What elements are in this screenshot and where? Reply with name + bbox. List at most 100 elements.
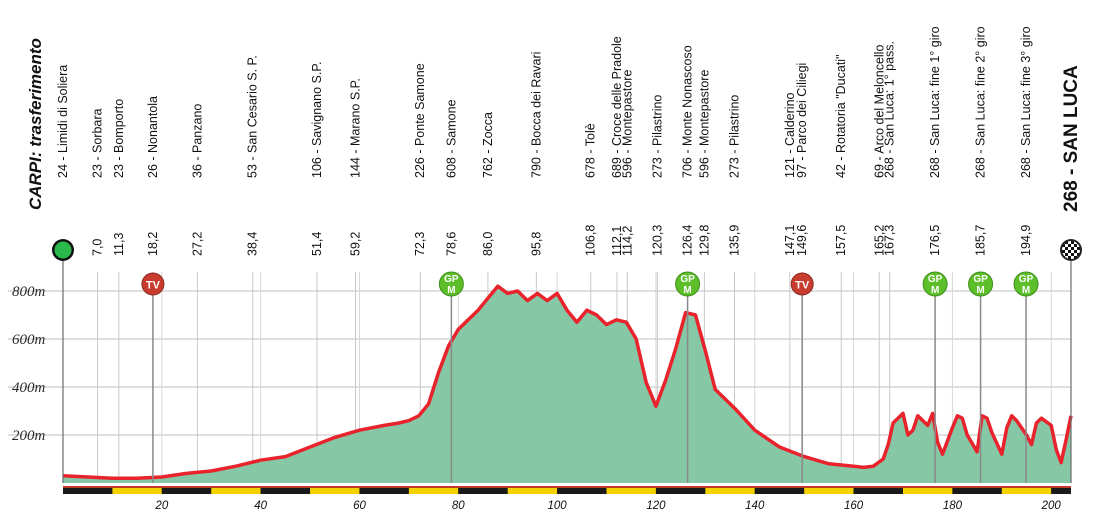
- check-cell: [1077, 250, 1080, 253]
- x-tick-label: 140: [745, 500, 765, 512]
- km-bar-segment: [853, 486, 903, 494]
- waypoint-km: 11,3: [112, 233, 126, 256]
- km-bar-segment: [359, 486, 409, 494]
- check-cell: [1065, 256, 1068, 259]
- x-tick-label: 40: [254, 500, 267, 512]
- check-cell: [1062, 244, 1065, 247]
- check-cell: [1062, 253, 1065, 256]
- waypoint-km: 51,4: [310, 232, 324, 256]
- y-tick-label: 800m: [12, 284, 46, 300]
- waypoint-km: 185,7: [974, 225, 988, 256]
- waypoint-km: 157,5: [834, 225, 848, 256]
- start-finish: CARPI: trasferimento 268 - SAN LUCA: [26, 38, 1082, 483]
- x-tick-label: 200: [1041, 500, 1062, 512]
- waypoint-km: 72,3: [413, 232, 427, 256]
- waypoint-name: 608 - Samone: [444, 99, 458, 178]
- check-cell: [1077, 253, 1080, 256]
- check-cell: [1065, 241, 1068, 244]
- waypoint-name: 69 - Arco del Meloncello: [872, 45, 886, 178]
- waypoint-km: 176,5: [928, 225, 942, 256]
- waypoint-km: 129,8: [697, 225, 711, 256]
- km-bar-segment: [804, 486, 854, 494]
- tv-badge-label: TV: [795, 280, 810, 292]
- gpm-badge-top: GP: [973, 274, 988, 285]
- km-bar-segment: [557, 486, 607, 494]
- check-cell: [1074, 244, 1077, 247]
- tv-badge: [141, 272, 165, 296]
- check-cell: [1071, 241, 1074, 244]
- gpm-badge-bottom: M: [1022, 285, 1030, 296]
- check-cell: [1074, 256, 1077, 259]
- waypoint-name: 596 - Montepastore: [620, 70, 634, 178]
- km-bar-stripe: [63, 486, 1071, 488]
- waypoint-name: 273 - Pilastrino: [728, 95, 742, 178]
- km-bar-segment: [260, 486, 311, 494]
- x-tick-label: 60: [353, 500, 366, 512]
- elevation-area: [62, 284, 1073, 483]
- y-axis-labels: 200m 400m 600m 800m: [12, 284, 46, 444]
- waypoint-km: 194,9: [1019, 225, 1033, 256]
- check-cell: [1071, 256, 1074, 259]
- check-cell: [1062, 250, 1065, 253]
- waypoint-name: 596 - Montepastore: [697, 70, 711, 178]
- tv-badge-label: TV: [146, 280, 161, 292]
- waypoint-km: 167,3: [883, 225, 897, 256]
- gpm-badge-bottom: M: [447, 285, 455, 296]
- check-cell: [1077, 247, 1080, 250]
- check-cell: [1065, 244, 1068, 247]
- check-cell: [1068, 247, 1071, 250]
- waypoint-km: 147,1: [783, 225, 797, 256]
- waypoint-km: 18,2: [146, 232, 160, 256]
- km-bar-segment: [211, 486, 261, 494]
- check-cell: [1065, 250, 1068, 253]
- waypoint-km: 95,8: [529, 232, 543, 256]
- km-bar-segment: [112, 486, 162, 494]
- waypoint-name: 23 - Sorbara: [91, 108, 105, 178]
- km-bar-segment: [507, 486, 558, 494]
- waypoint-km: 106,8: [584, 225, 598, 256]
- waypoint-name: 121 - Calderino: [783, 92, 797, 178]
- check-cell: [1068, 250, 1071, 253]
- waypoint-km: 78,6: [444, 232, 458, 256]
- check-cell: [1062, 247, 1065, 250]
- waypoint-name: 706 - Monte Nonascoso: [681, 45, 695, 178]
- check-cell: [1071, 247, 1074, 250]
- gpm-badge: [438, 271, 464, 297]
- waypoint-km: 149,6: [795, 225, 809, 256]
- waypoint-name: 273 - Pilastrino: [650, 95, 664, 178]
- y-tick-label: 200m: [12, 428, 46, 444]
- waypoint-name: 23 - Bomporto: [112, 99, 126, 178]
- waypoint-km: 86,0: [481, 232, 495, 256]
- check-cell: [1074, 247, 1077, 250]
- tv-badge: [790, 272, 814, 296]
- waypoint-km: 126,4: [681, 225, 695, 256]
- km-bar-segment: [458, 486, 508, 494]
- gpm-badge: [968, 271, 994, 297]
- gpm-badge-top: GP: [444, 274, 459, 285]
- y-tick-label: 400m: [12, 380, 46, 396]
- km-bar-segment: [952, 486, 1002, 494]
- waypoint-name: 97 - Parco dei Ciliegi: [795, 63, 809, 178]
- km-bar-segment: [161, 486, 212, 494]
- check-cell: [1071, 253, 1074, 256]
- gpm-badge-bottom: M: [683, 285, 691, 296]
- elevation-fill: [63, 286, 1071, 483]
- km-bar-segment: [705, 486, 755, 494]
- km-bar-segment: [63, 486, 113, 494]
- x-axis-labels: 20 40 60 80 100 120 140 160 180 200: [154, 500, 1061, 512]
- waypoint-name: 36 - Panzano: [190, 104, 204, 178]
- waypoint-km: 27,2: [190, 232, 204, 256]
- km-bar-segment: [408, 486, 459, 494]
- gpm-badge-top: GP: [1019, 274, 1034, 285]
- gpm-badge-bottom: M: [976, 285, 984, 296]
- km-bar-segment: [754, 486, 805, 494]
- waypoint-km: 114,2: [620, 226, 634, 256]
- check-cell: [1065, 253, 1068, 256]
- waypoint-km: 135,9: [728, 225, 742, 256]
- x-tick-label: 160: [844, 500, 864, 512]
- check-cell: [1068, 253, 1071, 256]
- y-tick-label: 600m: [12, 332, 46, 348]
- waypoint-labels: 24 - Limidi di Soliera 23 - Sorbara 7,0 23 …: [56, 26, 1033, 256]
- gpm-badge-bottom: M: [931, 285, 939, 296]
